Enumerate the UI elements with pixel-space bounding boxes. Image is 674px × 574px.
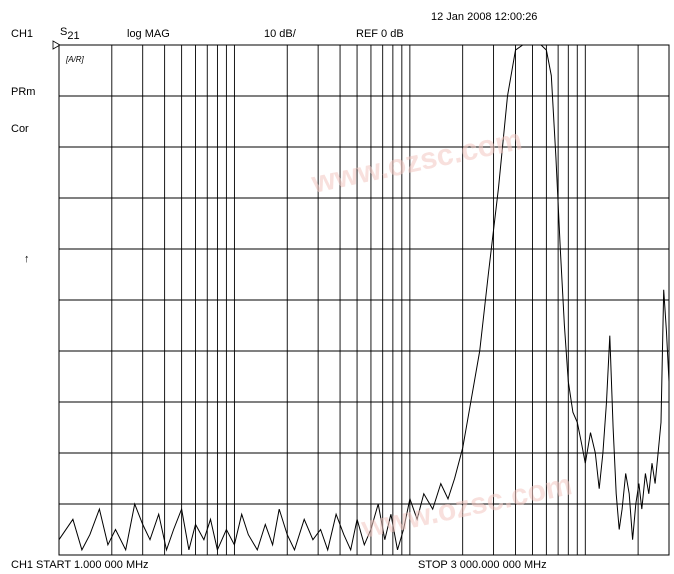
stop-frequency-label: STOP 3 000.000 000 MHz	[418, 559, 547, 571]
grid	[58, 44, 670, 556]
scale-label: 10 dB/	[264, 28, 296, 40]
parameter-name: S	[60, 26, 68, 38]
prm-label: PRm	[11, 86, 36, 98]
cor-label: Cor	[11, 123, 29, 135]
format-label: log MAG	[127, 28, 170, 40]
box-marker: [A/R]	[66, 55, 84, 64]
parameter-label: S21	[60, 26, 80, 42]
up-arrow-icon: ↑	[24, 253, 30, 265]
channel-label: CH1	[11, 28, 34, 40]
reference-marker	[52, 40, 61, 50]
parameter-subscript: 21	[67, 30, 80, 42]
start-frequency-label: CH1 START 1.000 000 MHz	[11, 559, 149, 571]
trace-line	[58, 44, 670, 552]
datetime-label: 12 Jan 2008 12:00:26	[431, 11, 538, 23]
reference-label: REF 0 dB	[356, 28, 404, 40]
